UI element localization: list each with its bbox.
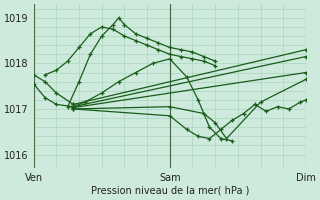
X-axis label: Pression niveau de la mer( hPa ): Pression niveau de la mer( hPa ) — [91, 186, 249, 196]
